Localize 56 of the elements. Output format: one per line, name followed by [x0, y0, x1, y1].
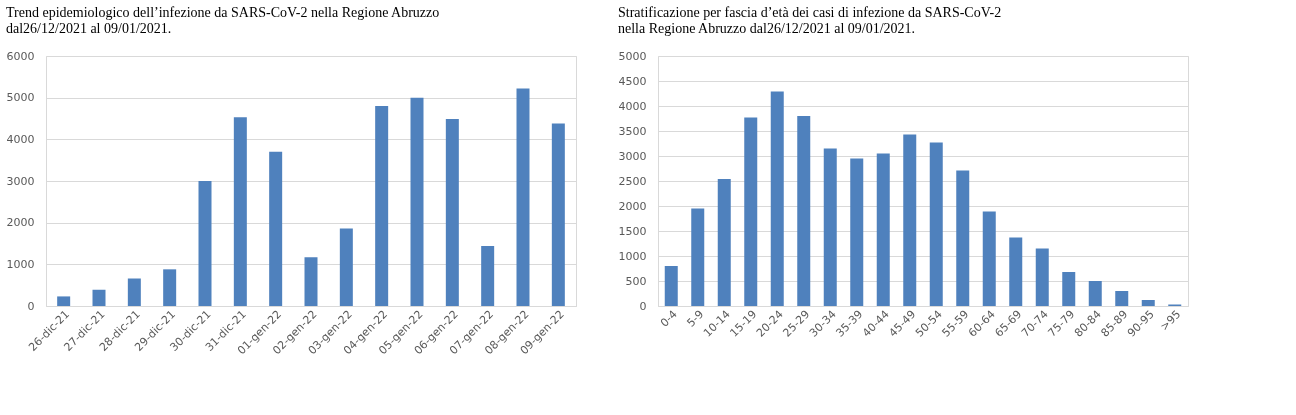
bar	[1088, 281, 1102, 306]
bar	[850, 158, 864, 306]
y-tick-label: 2000	[6, 216, 35, 230]
bar	[516, 88, 530, 306]
bar	[410, 97, 424, 306]
y-tick-label: 1000	[6, 257, 35, 271]
bar	[551, 123, 565, 306]
bar	[198, 181, 212, 306]
bar	[339, 228, 353, 306]
y-tick-label: 500	[625, 274, 647, 288]
bar	[1009, 237, 1023, 306]
x-tick-label: 0-4	[657, 307, 680, 330]
bar	[744, 117, 758, 306]
bar	[127, 278, 141, 306]
bar	[929, 142, 943, 306]
x-tick-label: 5-9	[684, 307, 707, 330]
bar	[1035, 248, 1049, 306]
bar	[956, 170, 970, 306]
bar	[1115, 291, 1129, 306]
y-tick-label: 4000	[618, 99, 647, 113]
y-tick-label: 4500	[618, 74, 647, 88]
y-tick-label: 5000	[618, 49, 647, 63]
bar	[57, 296, 71, 306]
chart-title: Trend epidemiologico dell’infezione da SARS-CoV-2 nella Regione Abruzzo dal26/12/2021 al 09/01/2021.	[6, 5, 440, 36]
y-tick-label: 0	[639, 299, 647, 313]
bar	[481, 246, 495, 306]
bar	[163, 269, 177, 306]
y-tick-label: 3000	[6, 174, 35, 188]
bar	[823, 148, 837, 306]
bar	[375, 106, 389, 306]
bar	[691, 208, 705, 306]
y-tick-label: 6000	[6, 49, 35, 63]
y-tick-label: 0	[27, 299, 35, 313]
y-tick-label: 3500	[618, 124, 647, 138]
bar	[770, 91, 784, 306]
y-tick-label: 3000	[618, 149, 647, 163]
bar	[717, 179, 731, 306]
bar	[233, 117, 247, 306]
bar	[664, 266, 678, 306]
bar	[92, 289, 106, 306]
y-tick-label: 2500	[618, 174, 647, 188]
bar	[269, 151, 283, 306]
y-tick-label: 4000	[6, 132, 35, 146]
y-tick-label: 5000	[6, 91, 35, 105]
bar	[304, 257, 318, 306]
y-tick-label: 1500	[618, 224, 647, 238]
bar	[797, 116, 811, 306]
y-tick-label: 1000	[618, 249, 647, 263]
bar	[876, 153, 890, 306]
y-tick-label: 2000	[618, 199, 647, 213]
bar	[903, 134, 917, 306]
bar	[445, 118, 459, 306]
chart-title: Stratificazione per fascia d’età dei casi di infezione da SARS-CoV-2 nella Regione Abruzzo dal26/12/2021 al 09/01/2021.	[618, 5, 1002, 36]
bar	[982, 211, 996, 306]
bar	[1062, 272, 1076, 306]
bar	[1141, 300, 1155, 306]
